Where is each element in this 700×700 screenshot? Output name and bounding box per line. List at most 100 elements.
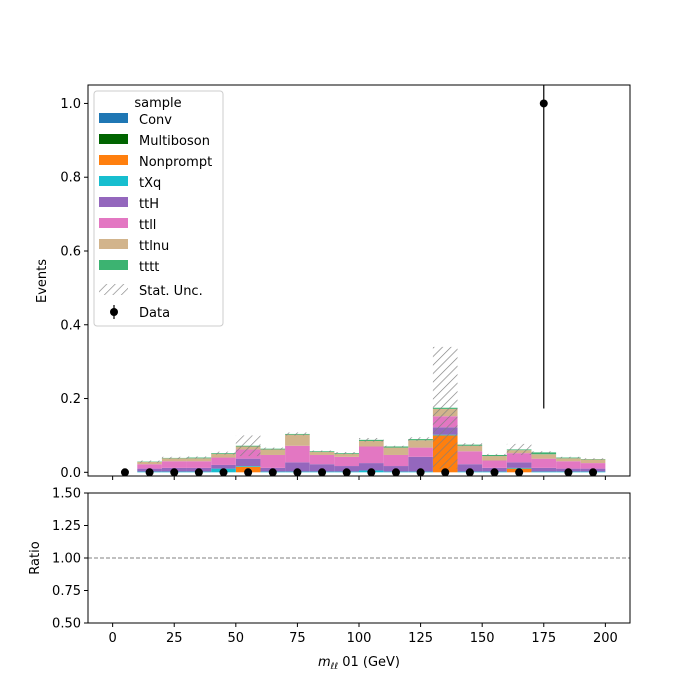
legend-title: sample	[134, 96, 181, 111]
main-ytick-label-5: 1.0	[60, 97, 81, 112]
stat-unc-band-13	[457, 443, 483, 447]
data-point-10	[367, 468, 376, 476]
stat-unc-band-0	[137, 460, 162, 463]
bar-ttll-15	[506, 453, 532, 463]
bar-ttll-14	[482, 460, 507, 468]
bar-tth-7	[309, 464, 335, 472]
main-ytick-label-2: 0.4	[60, 318, 81, 333]
bar-ttll-7	[309, 454, 335, 465]
data-point-7	[293, 468, 302, 476]
bar-tth-3	[211, 464, 236, 469]
bar-ttll-3	[211, 457, 236, 465]
bar-ttll-11	[408, 447, 433, 457]
bar-tth-11	[408, 456, 433, 472]
stat-unc-band-10	[383, 445, 409, 448]
data-point-17	[539, 99, 548, 108]
bar-tth-4	[235, 458, 261, 467]
ratio-y-ticks: 0.50 0.75 1.00 1.25 1.50	[52, 487, 88, 632]
ratio-xtick-label-6: 150	[470, 631, 495, 646]
data-point-12	[416, 468, 425, 476]
legend-label-nonprompt: Nonprompt	[139, 155, 212, 170]
main-panel: 0.0 0.2 0.4 0.6 0.8 1.0 Events sample Conv Mul…	[35, 84, 631, 481]
bar-tth-6	[285, 462, 310, 472]
ratio-ytick-label-4: 1.50	[52, 487, 81, 502]
stat-unc-band-1	[161, 456, 187, 460]
bar-ttlnu-17	[556, 458, 581, 462]
ratio-ytick-label-0: 0.50	[52, 617, 81, 632]
legend-data-marker	[110, 308, 118, 316]
ratio-ytick-label-1: 0.75	[52, 584, 81, 599]
legend-label-ttlnu: ttlnu	[139, 239, 169, 254]
data-point-13	[441, 468, 450, 476]
bar-ttlnu-3	[211, 453, 236, 458]
legend-stat-unc-swatch	[99, 284, 128, 295]
bar-ttll-16	[531, 458, 557, 468]
bar-ttlnu-9	[359, 440, 384, 447]
ratio-x-ticks: 0 25 50 75 100 125 150 175 200	[108, 623, 618, 646]
ratio-ytick-label-2: 1.00	[52, 552, 81, 567]
bar-tth-16	[531, 467, 557, 472]
legend-swatch-tttt	[99, 260, 128, 270]
bar-ttlnu-10	[383, 447, 409, 455]
bar-ttlnu-1	[161, 458, 187, 462]
bar-ttlnu-14	[482, 456, 507, 461]
data-point-15	[490, 468, 499, 476]
bar-tth-13	[457, 464, 483, 472]
ratio-xtick-label-4: 100	[347, 631, 372, 646]
stat-unc-band-6	[285, 432, 310, 436]
bar-ttll-6	[285, 445, 310, 463]
bar-txq-4	[235, 466, 261, 467]
data-point-0	[120, 468, 129, 476]
data-point-2	[170, 468, 179, 476]
data-point-4	[219, 468, 228, 476]
stat-unc-band-11	[408, 437, 433, 441]
bar-ttll-17	[556, 461, 581, 469]
ratio-y-label: Ratio	[28, 541, 43, 574]
data-point-19	[589, 468, 598, 476]
ratio-xtick-label-5: 125	[408, 631, 433, 646]
main-y-ticks: 0.0 0.2 0.4 0.6 0.8 1.0	[60, 97, 88, 481]
bar-txq-16	[531, 471, 557, 473]
bar-ttll-2	[186, 461, 212, 468]
data-point-9	[342, 468, 351, 476]
stat-unc-band-2	[186, 456, 212, 459]
main-ytick-label-1: 0.2	[60, 392, 81, 407]
data-point-3	[194, 468, 203, 476]
bar-ttll-13	[457, 451, 483, 465]
legend-label-ttll: ttll	[139, 218, 156, 233]
legend-label-tth: ttH	[139, 197, 159, 212]
bar-ttll-10	[383, 454, 409, 467]
stat-unc-band-14	[482, 453, 507, 457]
bar-ttll-8	[334, 456, 359, 467]
legend-swatch-ttlnu	[99, 239, 128, 249]
legend: sample Conv Multiboson Nonprompt tXq ttH ttll…	[93, 90, 224, 327]
main-ytick-label-0: 0.0	[60, 466, 81, 481]
bar-ttlnu-16	[531, 454, 557, 459]
ratio-x-label: mℓℓ 01 (GeV)	[318, 655, 400, 672]
data-point-5	[244, 468, 253, 476]
bar-ttlnu-6	[285, 434, 310, 446]
bar-ttlnu-5	[260, 449, 286, 455]
ratio-xtick-label-1: 25	[166, 631, 183, 646]
bar-ttlnu-18	[580, 459, 606, 464]
legend-swatch-txq	[99, 176, 128, 186]
legend-label-conv: Conv	[139, 113, 172, 128]
ratio-xtick-label-0: 0	[108, 631, 116, 646]
legend-items: Conv Multiboson Nonprompt tXq ttH ttll ttlnu tt…	[99, 113, 212, 275]
main-ytick-label-3: 0.6	[60, 244, 81, 259]
data-point-8	[318, 468, 327, 476]
stat-unc-band-16	[531, 451, 557, 454]
bar-txq-15	[506, 467, 532, 469]
legend-label-tttt: tttt	[139, 260, 159, 275]
legend-swatch-ttll	[99, 218, 128, 228]
bar-ttll-9	[359, 446, 384, 464]
data-points	[120, 85, 598, 476]
legend-stat-unc-label: Stat. Unc.	[139, 284, 203, 299]
ratio-ytick-label-3: 1.25	[52, 519, 81, 534]
legend-label-multiboson: Multiboson	[139, 134, 210, 149]
bar-ttll-0	[137, 464, 162, 469]
stat-unc-band-9	[359, 438, 384, 442]
bar-ttlnu-13	[457, 445, 483, 452]
ratio-xtick-label-7: 175	[531, 631, 556, 646]
